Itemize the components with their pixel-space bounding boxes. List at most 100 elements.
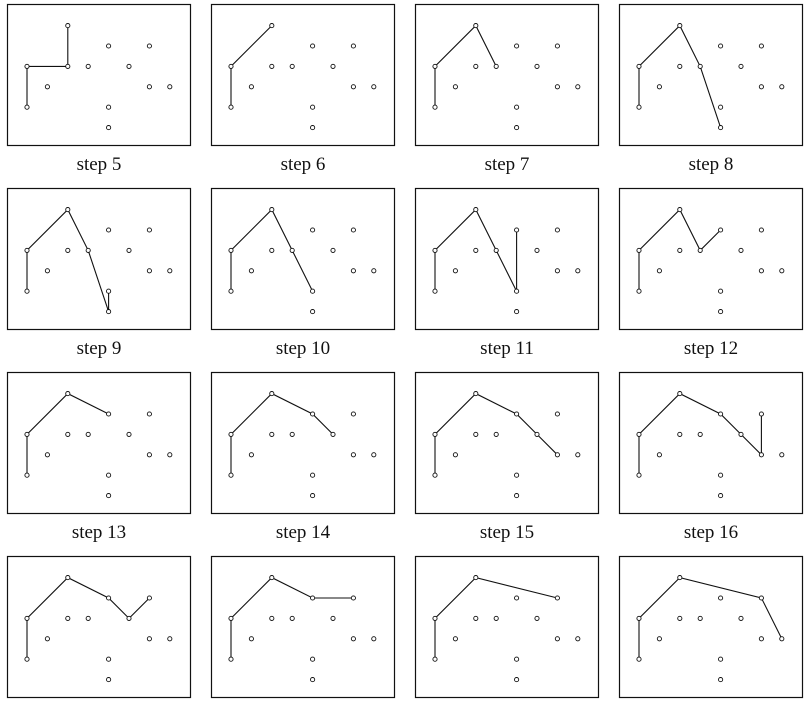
grid-point: [146, 452, 152, 458]
grid-point: [554, 268, 560, 274]
grid-point: [473, 207, 479, 213]
grid-point: [738, 247, 744, 253]
step-panel: [414, 3, 600, 147]
grid-point: [146, 84, 152, 90]
grid-point: [289, 615, 295, 621]
grid-point: [228, 615, 234, 621]
grid-point: [228, 104, 234, 110]
grid-point: [636, 472, 642, 478]
path-line: [26, 576, 150, 660]
grid-point: [656, 84, 662, 90]
grid-point: [514, 493, 520, 499]
grid-point: [473, 63, 479, 69]
grid-point: [677, 207, 683, 213]
grid-point: [534, 431, 540, 437]
grid-point: [473, 431, 479, 437]
grid-point: [758, 595, 764, 601]
grid-point: [718, 493, 724, 499]
grid-point: [85, 247, 91, 253]
grid-point: [514, 656, 520, 662]
path-line: [638, 576, 783, 660]
grid-point: [677, 431, 683, 437]
path-line: [638, 24, 722, 128]
grid-point: [24, 104, 30, 110]
path-line: [434, 24, 497, 108]
step-label: step 8: [688, 154, 734, 175]
grid-point: [269, 575, 275, 581]
grid-point: [269, 23, 275, 29]
grid-point: [310, 227, 316, 233]
grid-point: [473, 575, 479, 581]
panel-frame: [210, 371, 396, 515]
grid-point: [371, 268, 377, 274]
step-panel: [414, 187, 600, 331]
step-panel: [414, 555, 600, 699]
step-label: step 15: [479, 522, 535, 543]
grid-point: [350, 227, 356, 233]
grid-point: [167, 452, 173, 458]
grid-point: [554, 43, 560, 49]
grid-point: [718, 656, 724, 662]
step-figure: [6, 187, 192, 331]
grid-point: [310, 125, 316, 131]
step-figure: [6, 555, 192, 699]
grid-point: [106, 125, 112, 131]
grid-point: [126, 431, 132, 437]
step-panel: [6, 371, 192, 515]
grid-point: [779, 268, 785, 274]
step-figure: [414, 3, 600, 147]
grid-point: [554, 227, 560, 233]
grid-point: [718, 309, 724, 315]
path-line: [434, 392, 558, 476]
grid-point: [106, 288, 112, 294]
panel-frame: [6, 371, 192, 515]
step-panel: [210, 371, 396, 515]
panel-frame: [210, 555, 396, 699]
grid-point: [738, 63, 744, 69]
grid-point: [106, 411, 112, 417]
grid-point: [330, 247, 336, 253]
grid-point: [575, 452, 581, 458]
grid-point: [350, 411, 356, 417]
grid-point: [65, 63, 71, 69]
grid-point: [554, 411, 560, 417]
grid-point: [289, 247, 295, 253]
step-label: step 16: [683, 522, 739, 543]
grid-point: [758, 452, 764, 458]
grid-point: [514, 595, 520, 601]
grid-point: [269, 431, 275, 437]
grid-point: [554, 595, 560, 601]
grid-point: [718, 595, 724, 601]
grid-point: [636, 656, 642, 662]
grid-point: [371, 84, 377, 90]
grid-point: [697, 615, 703, 621]
step-label: step 10: [275, 338, 331, 359]
step-label: step 12: [683, 338, 739, 359]
grid-point: [656, 636, 662, 642]
grid-point: [656, 268, 662, 274]
grid-point: [330, 615, 336, 621]
grid-point: [758, 411, 764, 417]
step-figure: [210, 3, 396, 147]
grid-point: [758, 636, 764, 642]
grid-point: [473, 247, 479, 253]
grid-point: [44, 84, 50, 90]
grid-point: [738, 615, 744, 621]
grid-point: [432, 472, 438, 478]
grid-point: [718, 227, 724, 233]
grid-point: [65, 431, 71, 437]
grid-point: [65, 391, 71, 397]
panel-frame: [618, 3, 804, 147]
grid-point: [350, 84, 356, 90]
panel-frame: [210, 187, 396, 331]
grid-point: [126, 63, 132, 69]
grid-point: [65, 575, 71, 581]
step-figure: [618, 187, 804, 331]
panel-frame: [6, 3, 192, 147]
grid-point: [310, 493, 316, 499]
grid-point: [514, 472, 520, 478]
grid-point: [310, 656, 316, 662]
grid-point: [228, 472, 234, 478]
grid-point: [350, 636, 356, 642]
grid-point: [554, 452, 560, 458]
